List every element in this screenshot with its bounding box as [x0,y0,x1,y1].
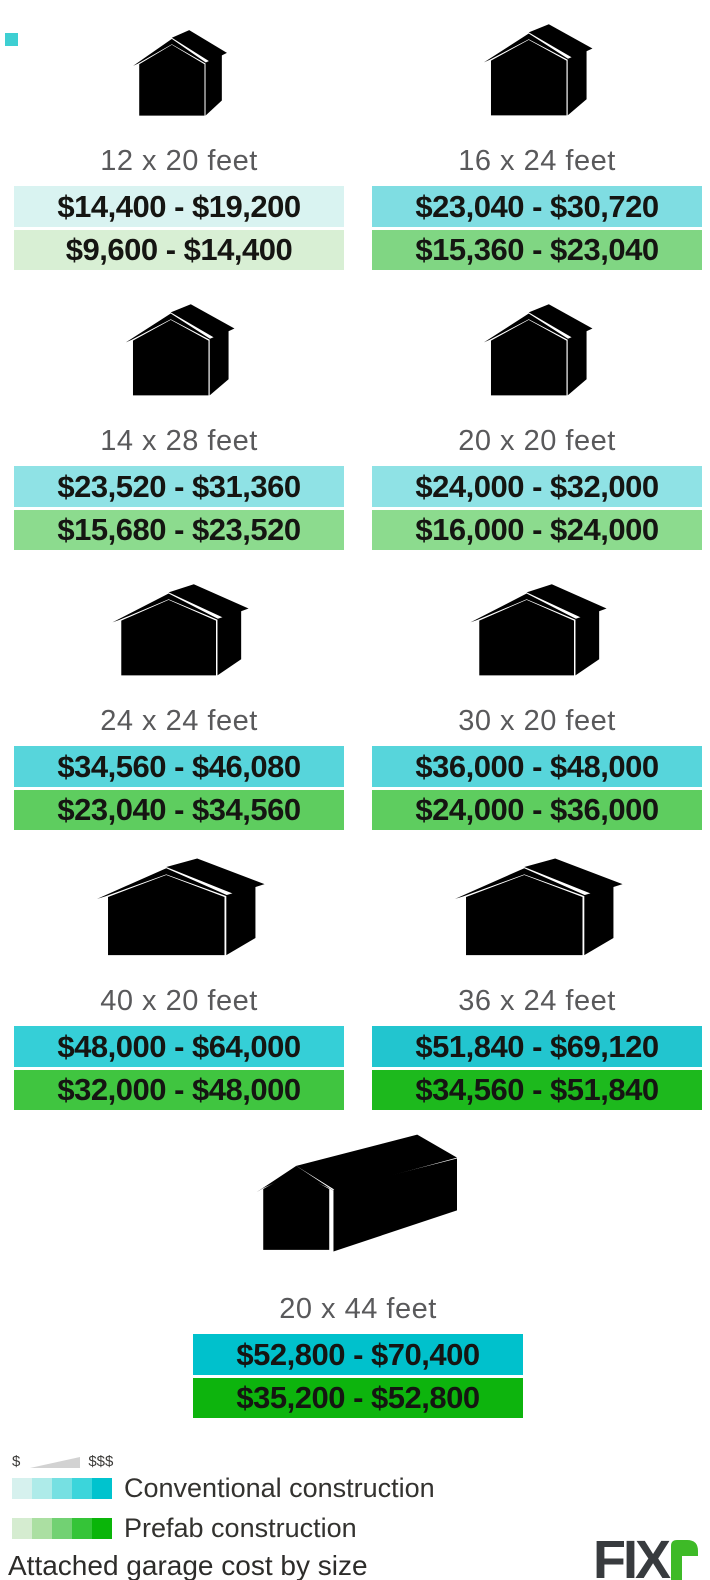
prefab-price-bar: $9,600 - $14,400 [14,230,344,270]
prefab-price-bar: $24,000 - $36,000 [372,790,702,830]
garage-item: 30 x 20 feet $36,000 - $48,000 $24,000 -… [372,560,702,840]
prefab-price-bar: $34,560 - $51,840 [372,1070,702,1110]
conventional-swatches [12,1478,112,1499]
garage-illustration [14,0,344,142]
garage-illustration [14,280,344,422]
garage-item: 20 x 44 feet $52,800 - $70,400 $35,200 -… [193,1120,523,1418]
swatch [92,1478,112,1499]
garage-item: 24 x 24 feet $34,560 - $46,080 $23,040 -… [14,560,344,840]
garage-icon [112,584,249,676]
garage-illustration [372,560,702,702]
prefab-price-bar: $15,680 - $23,520 [14,510,344,550]
grid-row-4: 40 x 20 feet $48,000 - $64,000 $32,000 -… [14,840,702,1120]
chart-title: Attached garage cost by size [8,1550,368,1580]
price-scale: $ $$$ [12,1453,435,1470]
conventional-price-bar: $51,840 - $69,120 [372,1026,702,1067]
prefab-price-bar: $35,200 - $52,800 [193,1378,523,1418]
fixr-r-icon [671,1540,698,1580]
swatch [32,1518,52,1539]
size-label: 36 x 24 feet [458,985,616,1017]
garage-illustration [372,0,702,142]
garage-icon [125,304,235,396]
swatch [12,1478,32,1499]
swatch [72,1478,92,1499]
conventional-label: Conventional construction [124,1473,435,1503]
conventional-price-bar: $36,000 - $48,000 [372,746,702,787]
price-wedge-icon [30,1457,81,1468]
garage-item: 12 x 20 feet $14,400 - $19,200 $9,600 - … [14,0,344,280]
size-label: 20 x 44 feet [279,1293,437,1325]
swatch [52,1518,72,1539]
garage-icon [483,304,593,396]
prefab-price-bar: $23,040 - $34,560 [14,790,344,830]
conventional-price-bar: $48,000 - $64,000 [14,1026,344,1067]
fixr-logo-text: FIX [592,1530,671,1580]
size-label: 30 x 20 feet [458,705,616,737]
garage-grid: 12 x 20 feet $14,400 - $19,200 $9,600 - … [14,0,702,1418]
prefab-label: Prefab construction [124,1513,357,1543]
garage-item: 14 x 28 feet $23,520 - $31,360 $15,680 -… [14,280,344,560]
conventional-price-bar: $24,000 - $32,000 [372,466,702,507]
garage-icon [455,858,623,956]
grid-row-5: 20 x 44 feet $52,800 - $70,400 $35,200 -… [14,1120,702,1418]
legend-prefab: Prefab construction [12,1515,435,1542]
size-label: 16 x 24 feet [458,145,616,177]
size-label: 24 x 24 feet [100,705,258,737]
scale-min-label: $ [12,1453,21,1470]
garage-illustration [193,1120,523,1290]
swatch [72,1518,92,1539]
legend-conventional: Conventional construction [12,1475,435,1502]
fixr-logo: FIX [592,1530,698,1580]
garage-icon [133,30,227,116]
conventional-price-bar: $34,560 - $46,080 [14,746,344,787]
garage-illustration [14,560,344,702]
size-label: 14 x 28 feet [100,425,258,457]
prefab-price-bar: $16,000 - $24,000 [372,510,702,550]
conventional-price-bar: $52,800 - $70,400 [193,1334,523,1375]
garage-icon [483,24,593,116]
swatch [32,1478,52,1499]
garage-icon [470,584,607,676]
conventional-price-bar: $23,040 - $30,720 [372,186,702,227]
swatch [52,1478,72,1499]
conventional-price-bar: $14,400 - $19,200 [14,186,344,227]
garage-item: 16 x 24 feet $23,040 - $30,720 $15,360 -… [372,0,702,280]
garage-icon [256,1134,457,1252]
garage-item: 36 x 24 feet $51,840 - $69,120 $34,560 -… [372,840,702,1120]
garage-illustration [372,280,702,422]
prefab-price-bar: $32,000 - $48,000 [14,1070,344,1110]
prefab-price-bar: $15,360 - $23,040 [372,230,702,270]
conventional-price-bar: $23,520 - $31,360 [14,466,344,507]
grid-row-1: 12 x 20 feet $14,400 - $19,200 $9,600 - … [14,0,702,280]
corner-accent-square [5,33,18,46]
garage-illustration [14,840,344,982]
swatch [92,1518,112,1539]
garage-icon [97,858,265,956]
garage-item: 20 x 20 feet $24,000 - $32,000 $16,000 -… [372,280,702,560]
garage-illustration [372,840,702,982]
grid-row-2: 14 x 28 feet $23,520 - $31,360 $15,680 -… [14,280,702,560]
size-label: 40 x 20 feet [100,985,258,1017]
prefab-swatches [12,1518,112,1539]
footer: $ $$$ Conventional construction [0,1418,710,1580]
grid-row-3: 24 x 24 feet $34,560 - $46,080 $23,040 -… [14,560,702,840]
scale-max-label: $$$ [88,1453,114,1470]
garage-item: 40 x 20 feet $48,000 - $64,000 $32,000 -… [14,840,344,1120]
swatch [12,1518,32,1539]
size-label: 20 x 20 feet [458,425,616,457]
size-label: 12 x 20 feet [100,145,258,177]
legend: $ $$$ Conventional construction [8,1454,435,1580]
